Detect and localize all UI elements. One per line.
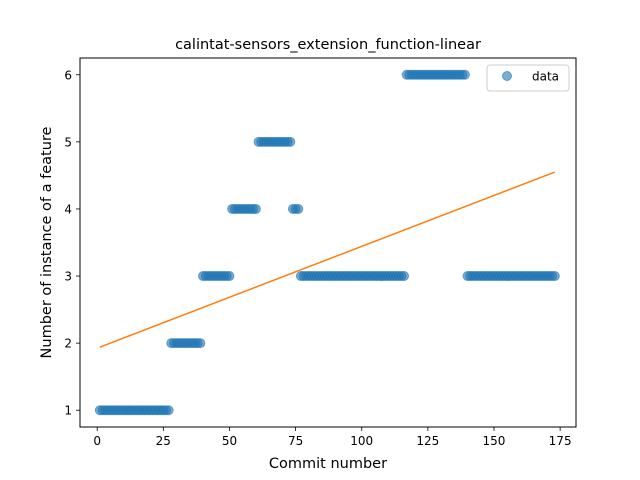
chart-title: calintat-sensors_extension_function-line… [175,37,481,53]
legend: data [486,64,570,92]
ticks: 0 25 50 75 100 125 150 175 1 2 3 4 5 6 [64,68,571,448]
data-point [285,136,296,147]
data-point [224,271,235,282]
x-tick-label: 25 [156,434,171,448]
data-point [250,203,261,214]
data-point [293,203,304,214]
legend-label-data: data [532,70,559,84]
data-point [459,69,470,80]
data-point [549,271,560,282]
legend-marker [502,71,512,81]
x-tick-label: 0 [93,434,101,448]
x-tick-label: 75 [288,434,303,448]
y-tick-label: 1 [64,404,72,418]
y-tick-label: 4 [64,202,72,216]
x-tick-label: 150 [483,434,506,448]
linear-fit-line [99,171,556,348]
data-point [195,338,206,349]
y-tick-label: 6 [64,68,72,82]
x-tick-label: 125 [416,434,439,448]
y-tick-label: 2 [64,337,72,351]
data-point [163,405,174,416]
x-tick-label: 175 [549,434,572,448]
data-point [399,271,410,282]
y-axis-label: Number of instance of a feature [39,126,55,358]
x-axis-label: Commit number [269,456,387,472]
plot-area [94,69,560,416]
y-tick-label: 5 [64,135,72,149]
y-tick-label: 3 [64,270,72,284]
x-tick-label: 50 [222,434,237,448]
axes-frame [79,57,577,428]
x-tick-label: 100 [350,434,373,448]
